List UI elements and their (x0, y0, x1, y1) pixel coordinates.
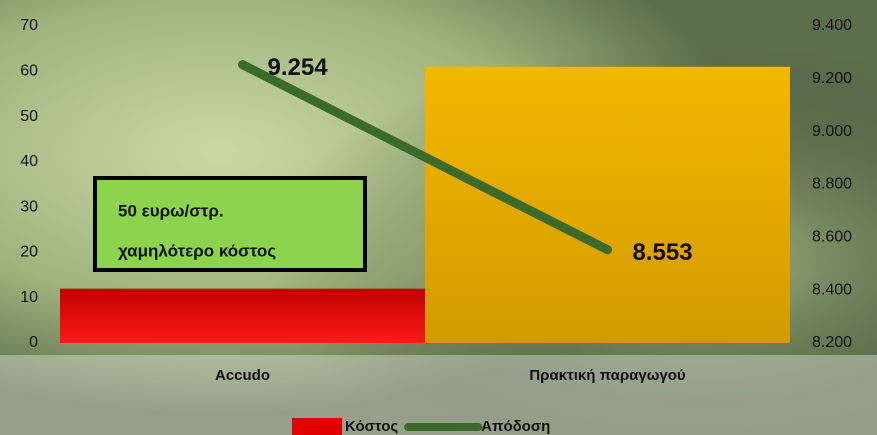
y2-tick-label: 9.200 (812, 70, 852, 87)
y2-tick-label: 9.400 (812, 17, 852, 34)
annotation: χαμηλότερο κόστος (118, 241, 276, 260)
legend-swatch (292, 418, 342, 435)
y2-tick-label: 8.400 (812, 281, 852, 298)
y-tick-label: 0 (29, 334, 38, 351)
legend-label: Απόδοση (481, 418, 550, 435)
x-tick-label: Πρακτική παραγωγού (529, 367, 686, 384)
y-tick-label: 20 (20, 244, 38, 261)
bar (60, 289, 425, 343)
y2-tick-label: 8.200 (812, 334, 852, 351)
y2-tick-label: 8.600 (812, 229, 852, 246)
x-tick-label: Accudo (215, 367, 270, 384)
bar (425, 67, 790, 343)
legend-label: Κόστος (345, 418, 398, 435)
chart: 0 10 20 30 40 50 60 70 8.200 8.400 8.600 8.800 9.000… (0, 0, 877, 435)
y2-tick-label: 9.000 (812, 123, 852, 140)
data-label: 9.254 (268, 54, 329, 81)
data-label: 8.553 (633, 239, 693, 266)
y-tick-label: 50 (20, 108, 38, 125)
y2-tick-label: 8.800 (812, 176, 852, 193)
y-tick-label: 10 (20, 289, 38, 306)
y-tick-label: 40 (20, 153, 38, 170)
y-tick-label: 60 (20, 63, 38, 80)
annotation: 50 ευρω/στρ. (118, 201, 224, 220)
y-tick-label: 30 (20, 198, 38, 215)
y-tick-label: 70 (20, 17, 38, 34)
